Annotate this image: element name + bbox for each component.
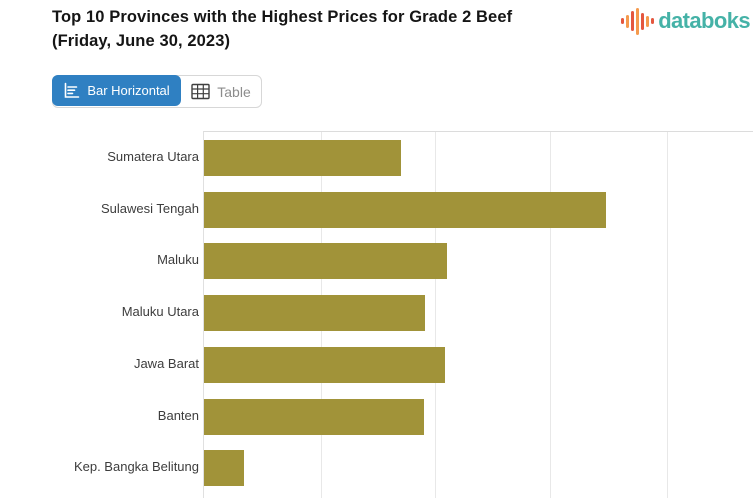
chart-title: Top 10 Provinces with the Highest Prices… <box>52 5 612 53</box>
bar[interactable] <box>204 346 445 383</box>
bar-horizontal-button[interactable]: Bar Horizontal <box>52 75 181 106</box>
category-label: Jawa Barat <box>133 355 199 371</box>
category-label: Banten <box>157 407 199 423</box>
x-gridline <box>550 132 551 498</box>
bar[interactable] <box>204 450 244 487</box>
bar[interactable] <box>204 295 425 332</box>
x-gridline <box>667 132 668 498</box>
category-label: Sumatera Utara <box>107 149 199 164</box>
bar-horizontal-icon <box>63 82 80 99</box>
bar[interactable] <box>204 243 447 280</box>
table-icon <box>191 83 210 100</box>
bar[interactable] <box>204 398 424 435</box>
bar[interactable] <box>204 191 606 228</box>
table-label: Table <box>217 83 251 100</box>
category-label: Kep. Bangka Belitung <box>73 459 199 475</box>
category-label: Maluku <box>157 252 199 268</box>
category-labels: Sumatera Utara Sulawesi Tengah Maluku Maluk… <box>0 131 199 498</box>
chart-title-line2: (Friday, June 30, 2023) <box>52 32 231 50</box>
category-label: Maluku Utara <box>121 304 199 320</box>
databoks-logo-text: databoks <box>658 8 750 33</box>
bar[interactable] <box>204 140 401 176</box>
table-button[interactable]: Table <box>181 76 261 107</box>
x-gridline <box>435 132 436 498</box>
chart-title-line1: Top 10 Provinces with the Highest Prices… <box>52 8 513 26</box>
view-toggle-group: Bar Horizontal Table <box>52 75 262 108</box>
category-label: Sulawesi Tengah <box>100 200 199 216</box>
bar-horizontal-label: Bar Horizontal <box>87 83 170 98</box>
plot-area <box>203 131 753 498</box>
databoks-logo: databoks <box>621 7 751 35</box>
databoks-logo-icon <box>621 7 655 35</box>
